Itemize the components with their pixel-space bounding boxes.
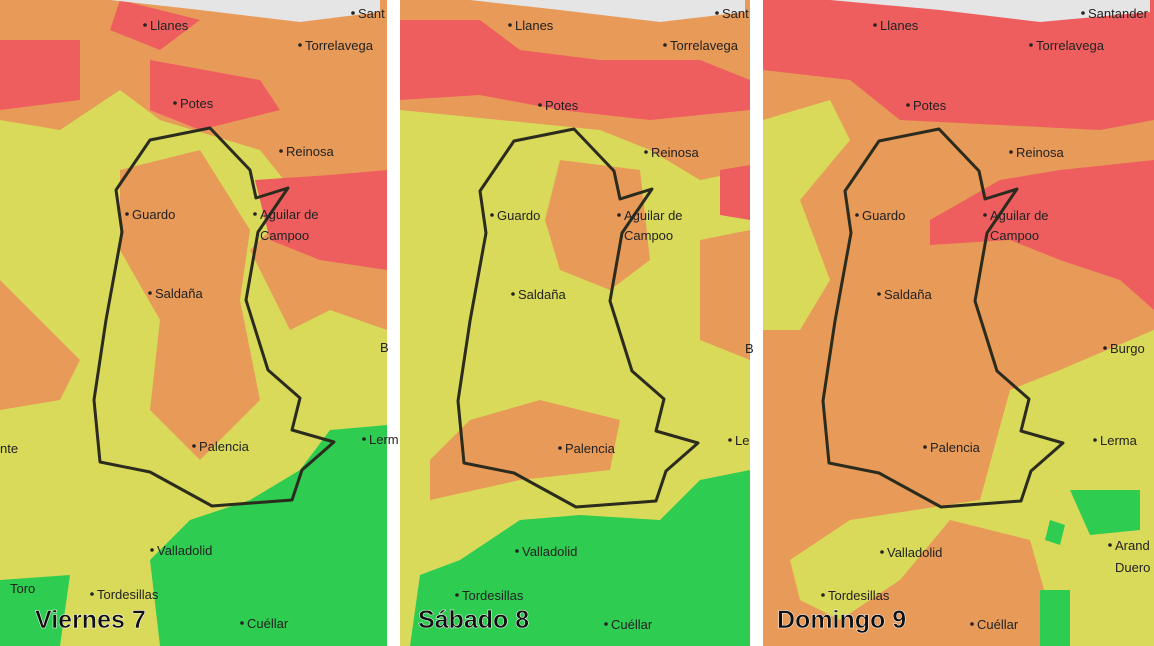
place-dot (1093, 438, 1097, 442)
place-label: Reinosa (651, 145, 699, 160)
place-label: Guardo (132, 207, 175, 222)
place-dot (906, 103, 910, 107)
place-label: Campoo (624, 228, 673, 243)
place-label: Saldaña (518, 287, 566, 302)
place-label: B (745, 341, 754, 356)
place-dot (490, 213, 494, 217)
place-label: Palencia (199, 439, 250, 454)
place-dot (253, 212, 257, 216)
place-dot (970, 622, 974, 626)
place-label: Valladolid (522, 544, 577, 559)
day-label: Sábado 8 (418, 606, 529, 634)
place-label: Aguilar de (624, 208, 683, 223)
place-dot (240, 621, 244, 625)
place-dot (877, 292, 881, 296)
place-label: Guardo (497, 208, 540, 223)
place-label: Reinosa (286, 144, 334, 159)
place-dot (515, 549, 519, 553)
place-label: Potes (913, 98, 947, 113)
place-label: Santander (1088, 6, 1149, 21)
place-dot (1081, 11, 1085, 15)
place-label: Sant (358, 6, 385, 21)
place-dot (173, 101, 177, 105)
place-label: Le (735, 433, 749, 448)
place-dot (604, 622, 608, 626)
place-label: Lerma (1100, 433, 1138, 448)
place-label: Valladolid (157, 543, 212, 558)
place-label: Llanes (880, 18, 919, 33)
day-label: Viernes 7 (35, 606, 146, 634)
place-label: Saldaña (155, 286, 203, 301)
place-dot (644, 150, 648, 154)
place-label: Tordesillas (828, 588, 890, 603)
place-dot (508, 23, 512, 27)
place-label: Torrelavega (670, 38, 739, 53)
place-label: Arand (1115, 538, 1150, 553)
place-dot (1108, 543, 1112, 547)
place-dot (873, 23, 877, 27)
place-label: Campoo (260, 228, 309, 243)
place-dot (351, 11, 355, 15)
map-panel (763, 0, 1154, 646)
place-dot (1103, 346, 1107, 350)
place-label: Sant (722, 6, 749, 21)
place-dot (279, 149, 283, 153)
place-label: Llanes (515, 18, 554, 33)
place-label: Cuéllar (977, 617, 1019, 632)
place-dot (455, 593, 459, 597)
place-dot (715, 11, 719, 15)
place-label: Reinosa (1016, 145, 1064, 160)
place-label: Cuéllar (247, 616, 289, 631)
place-dot (192, 444, 196, 448)
place-dot (150, 548, 154, 552)
place-dot (125, 212, 129, 216)
place-label: Llanes (150, 18, 189, 33)
place-label: Campoo (990, 228, 1039, 243)
place-dot (143, 23, 147, 27)
place-dot (663, 43, 667, 47)
place-dot (558, 446, 562, 450)
place-dot (880, 550, 884, 554)
place-label: Palencia (930, 440, 981, 455)
place-dot (983, 213, 987, 217)
map-panel (0, 0, 387, 646)
place-dot (728, 438, 732, 442)
place-dot (90, 592, 94, 596)
place-dot (821, 593, 825, 597)
place-label: Tordesillas (97, 587, 159, 602)
place-label: Valladolid (887, 545, 942, 560)
place-label: B (380, 340, 389, 355)
place-label: Toro (10, 581, 35, 596)
place-dot (923, 445, 927, 449)
map-panel (400, 0, 750, 646)
place-dot (538, 103, 542, 107)
place-dot (1009, 150, 1013, 154)
place-label: Potes (545, 98, 579, 113)
place-label: Burgo (1110, 341, 1145, 356)
place-dot (362, 437, 366, 441)
place-label: Torrelavega (1036, 38, 1105, 53)
place-label: Duero (1115, 560, 1150, 575)
place-label: Guardo (862, 208, 905, 223)
place-label: Torrelavega (305, 38, 374, 53)
place-label: Aguilar de (990, 208, 1049, 223)
place-label: Tordesillas (462, 588, 524, 603)
place-label: Lerm (369, 432, 399, 447)
place-dot (511, 292, 515, 296)
place-label: nte (0, 441, 18, 456)
place-dot (617, 213, 621, 217)
place-dot (148, 291, 152, 295)
place-dot (298, 43, 302, 47)
place-dot (1029, 43, 1033, 47)
place-label: Cuéllar (611, 617, 653, 632)
place-dot (855, 213, 859, 217)
place-label: Palencia (565, 441, 616, 456)
place-label: Aguilar de (260, 207, 319, 222)
place-label: Potes (180, 96, 214, 111)
place-label: Saldaña (884, 287, 932, 302)
day-label: Domingo 9 (777, 606, 906, 634)
